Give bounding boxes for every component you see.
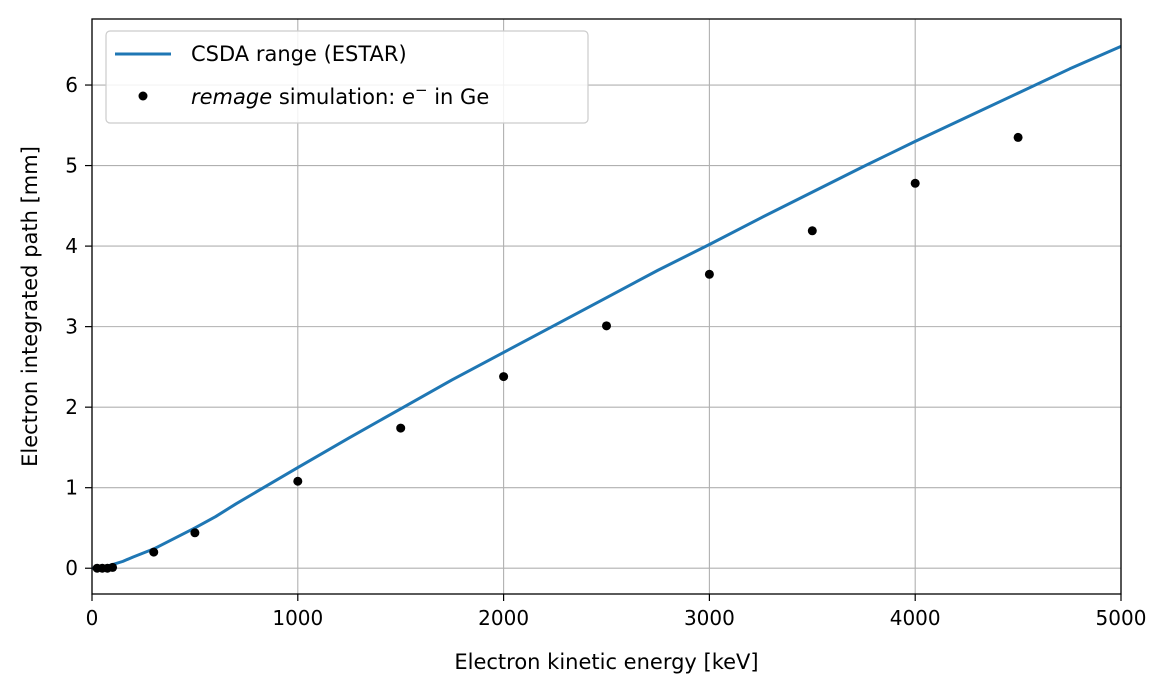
legend-remage-suffix: in Ge: [428, 85, 490, 109]
y-tick-label: 6: [65, 73, 78, 97]
y-tick-label: 3: [65, 315, 78, 339]
y-tick-label: 5: [65, 154, 78, 178]
simulation-point: [807, 226, 817, 236]
x-tick-label: 5000: [1096, 606, 1147, 630]
x-tick-label: 4000: [890, 606, 941, 630]
legend-remage-superscript: −: [415, 81, 428, 99]
simulation-point: [910, 178, 920, 188]
y-axis-title: Electron integrated path [mm]: [18, 146, 42, 467]
legend-label-csda: CSDA range (ESTAR): [191, 42, 407, 66]
legend-remage-text: simulation:: [272, 85, 402, 109]
simulation-point: [1013, 132, 1023, 142]
x-tick-label: 2000: [478, 606, 529, 630]
legend-box: [105, 30, 589, 124]
legend-remage-symbol: e: [402, 85, 415, 109]
simulation-point: [108, 562, 118, 572]
y-tick-label: 4: [65, 234, 78, 258]
x-axis-title: Electron kinetic energy [keV]: [454, 650, 758, 674]
x-tick-label: 3000: [684, 606, 735, 630]
legend: CSDA range (ESTAR) remage simulation: e−…: [105, 30, 589, 124]
series-layer: [91, 45, 1122, 573]
simulation-point: [149, 547, 159, 557]
y-tick-label: 0: [65, 556, 78, 580]
x-tick-label: 0: [86, 606, 99, 630]
simulation-point: [396, 423, 406, 433]
simulation-point: [499, 372, 509, 382]
legend-dot-marker: [138, 91, 148, 101]
x-tick-label: 1000: [272, 606, 323, 630]
simulation-point: [704, 269, 714, 279]
ticks-layer: 0 1000 2000 3000 4000 5000 0 1 2 3 4 5 6: [65, 73, 1146, 630]
simulation-point: [293, 476, 303, 486]
plot-frame: [91, 18, 1122, 595]
legend-remage-italic: remage: [191, 85, 272, 109]
csda-range-line: [91, 45, 1122, 570]
simulation-point: [190, 528, 200, 538]
y-tick-label: 1: [65, 476, 78, 500]
legend-label-remage: remage simulation: e− in Ge: [191, 81, 489, 109]
simulation-point: [602, 321, 611, 331]
y-tick-label: 2: [65, 395, 78, 419]
